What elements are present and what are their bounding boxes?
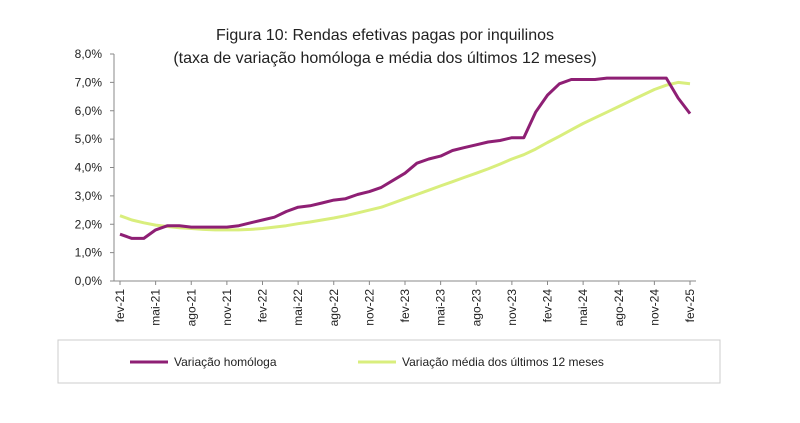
- y-tick-label: 7,0%: [75, 75, 103, 89]
- y-tick-label: 3,0%: [75, 189, 103, 203]
- legend-label: Variação média dos últimos 12 meses: [402, 355, 604, 369]
- x-tick-label: mai-21: [149, 289, 163, 326]
- y-tick-label: 6,0%: [75, 104, 103, 118]
- x-tick-label: nov-21: [220, 289, 234, 326]
- x-tick-label: fev-25: [683, 289, 697, 323]
- x-tick-label: fev-22: [256, 289, 270, 323]
- y-tick-label: 0,0%: [75, 274, 103, 288]
- x-tick-label: nov-22: [362, 289, 376, 326]
- x-tick-label: fev-24: [541, 289, 555, 323]
- y-tick-label: 5,0%: [75, 132, 103, 146]
- x-tick-label: nov-23: [505, 289, 519, 326]
- line-series: [119, 76, 692, 240]
- x-tick-label: mai-23: [434, 289, 448, 326]
- x-tick-label: ago-21: [184, 289, 198, 327]
- x-tick-label: ago-22: [327, 289, 341, 327]
- x-tick-label: ago-24: [612, 289, 626, 327]
- y-tick-label: 4,0%: [75, 161, 103, 175]
- x-tick-label: mai-24: [576, 289, 590, 326]
- x-tick-label: mai-22: [291, 289, 305, 326]
- chart-subtitle: (taxa de variação homóloga e média dos ú…: [173, 50, 596, 67]
- chart-title: Figura 10: Rendas efetivas pagas por inq…: [216, 27, 554, 44]
- x-tick-label: fev-21: [113, 289, 127, 323]
- y-tick-label: 2,0%: [75, 217, 103, 231]
- legend-box: [57, 339, 721, 384]
- x-tick-label: fev-23: [398, 289, 412, 323]
- x-tick-label: ago-23: [469, 289, 483, 327]
- y-tick-label: 1,0%: [75, 246, 103, 260]
- line-series: [119, 80, 691, 232]
- y-tick-label: 8,0%: [75, 47, 103, 61]
- x-tick-label: nov-24: [647, 289, 661, 326]
- legend-label: Variação homóloga: [174, 355, 277, 369]
